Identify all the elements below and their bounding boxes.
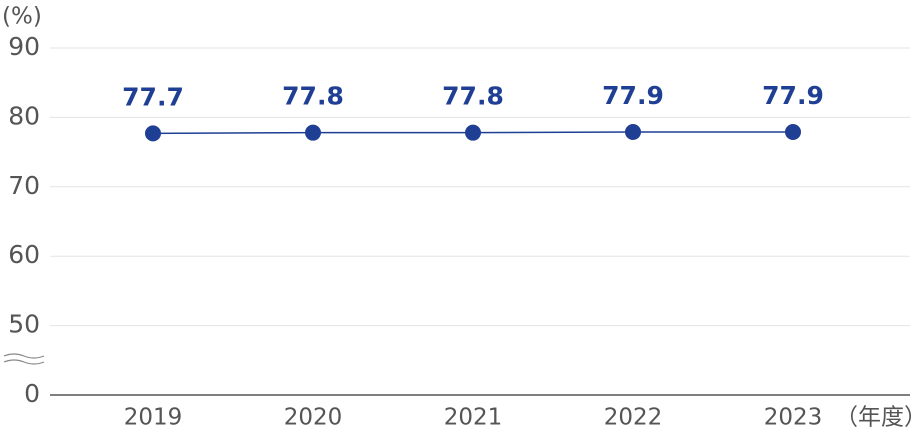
y-tick-label: 70 xyxy=(8,171,40,200)
y-axis-label: (%) xyxy=(2,4,42,30)
y-tick-label: 80 xyxy=(8,101,40,130)
value-label: 77.8 xyxy=(282,82,344,111)
point xyxy=(305,124,321,141)
y-tick-label: 50 xyxy=(8,310,40,339)
x-tick-label: 2022 xyxy=(604,405,663,431)
x-axis-label: （年度） xyxy=(835,405,914,431)
x-tick-label: 2019 xyxy=(124,405,183,431)
y-tick-label: 60 xyxy=(8,240,40,269)
axis-break xyxy=(3,353,45,365)
x-tick-label: 2020 xyxy=(284,405,343,431)
y-tick-label: 90 xyxy=(8,32,40,61)
value-label: 77.7 xyxy=(122,82,184,111)
point xyxy=(785,123,801,140)
point xyxy=(465,124,481,141)
point xyxy=(625,123,641,140)
y-tick-label: 0 xyxy=(24,379,40,408)
x-tick-label: 2021 xyxy=(444,405,503,431)
value-label: 77.9 xyxy=(762,81,824,110)
value-label: 77.9 xyxy=(602,81,664,110)
point xyxy=(145,125,161,142)
x-tick-label: 2023 xyxy=(764,405,823,431)
value-label: 77.8 xyxy=(442,82,504,111)
